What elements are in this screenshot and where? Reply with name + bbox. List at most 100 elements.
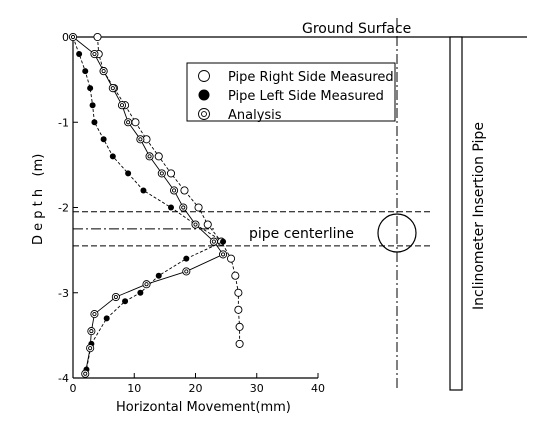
inclinometer-pipe [449,36,463,391]
data-point-inner [220,252,226,257]
data-point [100,136,107,143]
legend-entry: Analysis [198,108,282,123]
data-point [125,170,132,177]
x-tick-label: 40 [311,382,325,395]
data-point-inner [144,282,149,287]
y-tick-label: -4 [58,372,69,385]
data-point [235,339,244,348]
data-point [117,101,127,110]
y-axis-label: D e p t h (m) [31,154,46,245]
y-tick-label: 0 [62,31,69,44]
data-point [137,289,144,296]
data-point-inner [92,51,97,57]
data-point [89,102,96,109]
x-tick-label: 10 [127,382,141,395]
data-point [209,237,218,246]
data-point [124,118,133,127]
data-point-inner [101,69,106,74]
data-point [166,169,176,178]
data-point [90,50,99,59]
series-layer [68,32,244,378]
data-point [99,67,108,76]
x-tick-label: 20 [189,382,203,395]
data-point [90,310,99,319]
data-point-inner [89,329,94,334]
data-point-inner [211,239,216,244]
data-point [82,68,89,75]
data-point [145,152,154,161]
x-tick-label: 0 [70,382,77,395]
data-point-inner [171,188,177,193]
legend-box [186,62,396,122]
data-point-inner [147,154,152,159]
data-point [198,70,210,82]
data-point [231,271,240,280]
data-point [111,292,120,302]
data-point [182,267,191,276]
data-point-inner [193,222,198,227]
data-point [68,32,78,42]
x-axis-label: Horizontal Movement(mm) [116,400,291,415]
data-point [131,118,140,127]
data-point [122,298,129,305]
data-point [93,32,102,42]
data-point [76,51,83,58]
data-point-inner [113,294,118,300]
legend-items: Pipe Right Side Measured Pipe Left Side M… [198,70,394,123]
data-point [219,250,228,259]
data-point [194,203,203,212]
data-point [91,119,98,126]
legend: Pipe Right Side Measured Pipe Left Side M… [186,62,396,123]
data-point [108,84,117,93]
pipe-centerline-label: pipe centerline [249,226,354,242]
data-point-inner [138,137,143,142]
data-point [154,152,163,161]
data-point-inner [92,311,97,317]
data-point [136,135,145,144]
data-point [234,305,243,314]
data-point-inner [201,111,207,117]
data-point [157,169,166,178]
inclinometer-label: Inclinometer Insertion Pipe [471,122,487,310]
data-point-inner [70,34,76,40]
y-tick-label: -3 [58,287,69,300]
legend-entry: Pipe Left Side Measured [198,89,384,104]
y-tick-label: -1 [58,116,69,129]
series-analysis [68,32,228,378]
data-point [155,272,162,279]
legend-entry: Pipe Right Side Measured [198,70,394,85]
data-point [220,238,227,245]
data-point [191,220,200,229]
data-point-inner [126,120,131,125]
data-point [168,204,174,211]
legend-label: Pipe Left Side Measured [228,89,384,104]
data-point [87,327,96,336]
data-point-inner [88,346,93,351]
data-point [235,322,244,331]
data-point [203,220,212,229]
data-point [86,344,95,353]
data-point-inner [119,103,125,108]
data-point [103,315,110,322]
data-point [198,108,210,120]
data-point [183,255,190,262]
data-point-inner [110,86,115,91]
data-point [179,203,188,212]
ticks-layer: 0 10 20 30 40 0 -1 -2 -3 -4 [58,31,325,395]
data-point [109,153,116,160]
pipe-cross-section [377,213,417,253]
data-point [170,186,179,195]
data-point-inner [159,171,164,176]
data-point [234,288,243,297]
legend-label: Pipe Right Side Measured [228,70,394,85]
data-point [180,186,189,195]
data-point [142,280,151,289]
data-point-inner [184,269,189,274]
data-point-inner [83,371,88,376]
data-point [140,187,147,194]
data-point-inner [181,205,186,210]
data-point [81,369,90,378]
x-tick-label: 30 [250,382,264,395]
ground-surface-label: Ground Surface [302,21,411,37]
